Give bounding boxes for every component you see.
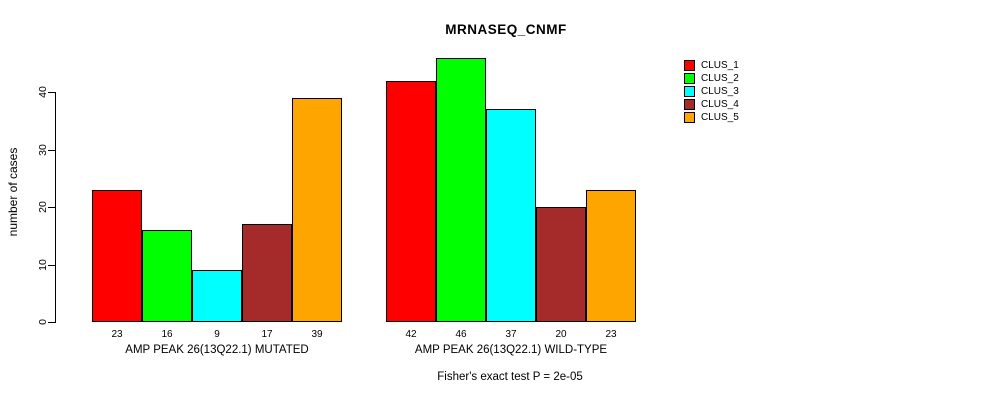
bar-clus_5-group2: [586, 189, 636, 322]
bar-clus_5-group1: [292, 97, 342, 322]
x-axis-group-label: AMP PEAK 26(13Q22.1) WILD-TYPE: [414, 344, 608, 356]
y-axis-tick-label: 10: [37, 258, 49, 271]
bar-clus_2-group1: [142, 230, 192, 322]
y-axis-tick-label: 20: [37, 201, 49, 213]
y-axis-tick: [48, 264, 55, 266]
y-axis-tick-label: 0: [37, 319, 49, 325]
bar-clus_1-group2: [386, 80, 436, 322]
legend-label: CLUS_3: [701, 86, 739, 97]
bar-value-label: 9: [214, 329, 220, 340]
bar-value-label: 23: [605, 329, 617, 340]
bar-clus_1-group1: [92, 189, 142, 322]
bar-value-label: 23: [111, 329, 123, 340]
legend-swatch: [684, 112, 695, 123]
legend-label: CLUS_1: [701, 60, 739, 71]
chart-title: MRNASEQ_CNMF: [445, 22, 567, 37]
legend-swatch: [684, 99, 695, 110]
y-axis-tick: [48, 92, 55, 93]
bar-clus_4-group1: [242, 224, 292, 322]
legend-item-clus_3: CLUS_3: [684, 86, 739, 97]
legend-swatch: [684, 60, 695, 71]
legend-swatch: [684, 73, 695, 84]
y-axis-title: number of cases: [6, 147, 20, 237]
stat-test-note: Fisher's exact test P = 2e-05: [437, 371, 583, 383]
y-axis-tick-label: 40: [37, 86, 49, 98]
bar-value-label: 37: [505, 329, 517, 340]
legend: CLUS_1 CLUS_2 CLUS_3 CLUS_4 CLUS_5: [684, 60, 739, 125]
bar-value-label: 42: [405, 329, 417, 340]
legend-label: CLUS_2: [701, 73, 739, 84]
y-axis-tick: [48, 149, 55, 151]
bar-value-label: 39: [311, 329, 323, 340]
legend-item-clus_2: CLUS_2: [684, 73, 739, 84]
y-axis-tick: [48, 207, 55, 208]
legend-swatch: [684, 86, 695, 97]
x-axis-group-label: AMP PEAK 26(13Q22.1) MUTATED: [125, 344, 309, 356]
bar-clus_2-group2: [436, 57, 486, 322]
bar-value-label: 46: [455, 329, 467, 340]
bar-clus_3-group2: [486, 109, 536, 322]
bar-value-label: 20: [555, 329, 567, 340]
legend-label: CLUS_4: [701, 99, 739, 110]
bar-clus_4-group2: [536, 207, 586, 322]
bar-value-label: 17: [261, 329, 273, 340]
legend-item-clus_1: CLUS_1: [684, 60, 739, 71]
legend-item-clus_5: CLUS_5: [684, 112, 739, 123]
y-axis-tick-label: 30: [37, 143, 49, 156]
y-axis-tick: [48, 322, 55, 323]
y-axis-line: [55, 92, 56, 323]
bar-value-label: 16: [161, 329, 173, 340]
bar-clus_3-group1: [192, 270, 242, 322]
legend-label: CLUS_5: [701, 112, 739, 123]
legend-item-clus_4: CLUS_4: [684, 99, 739, 110]
